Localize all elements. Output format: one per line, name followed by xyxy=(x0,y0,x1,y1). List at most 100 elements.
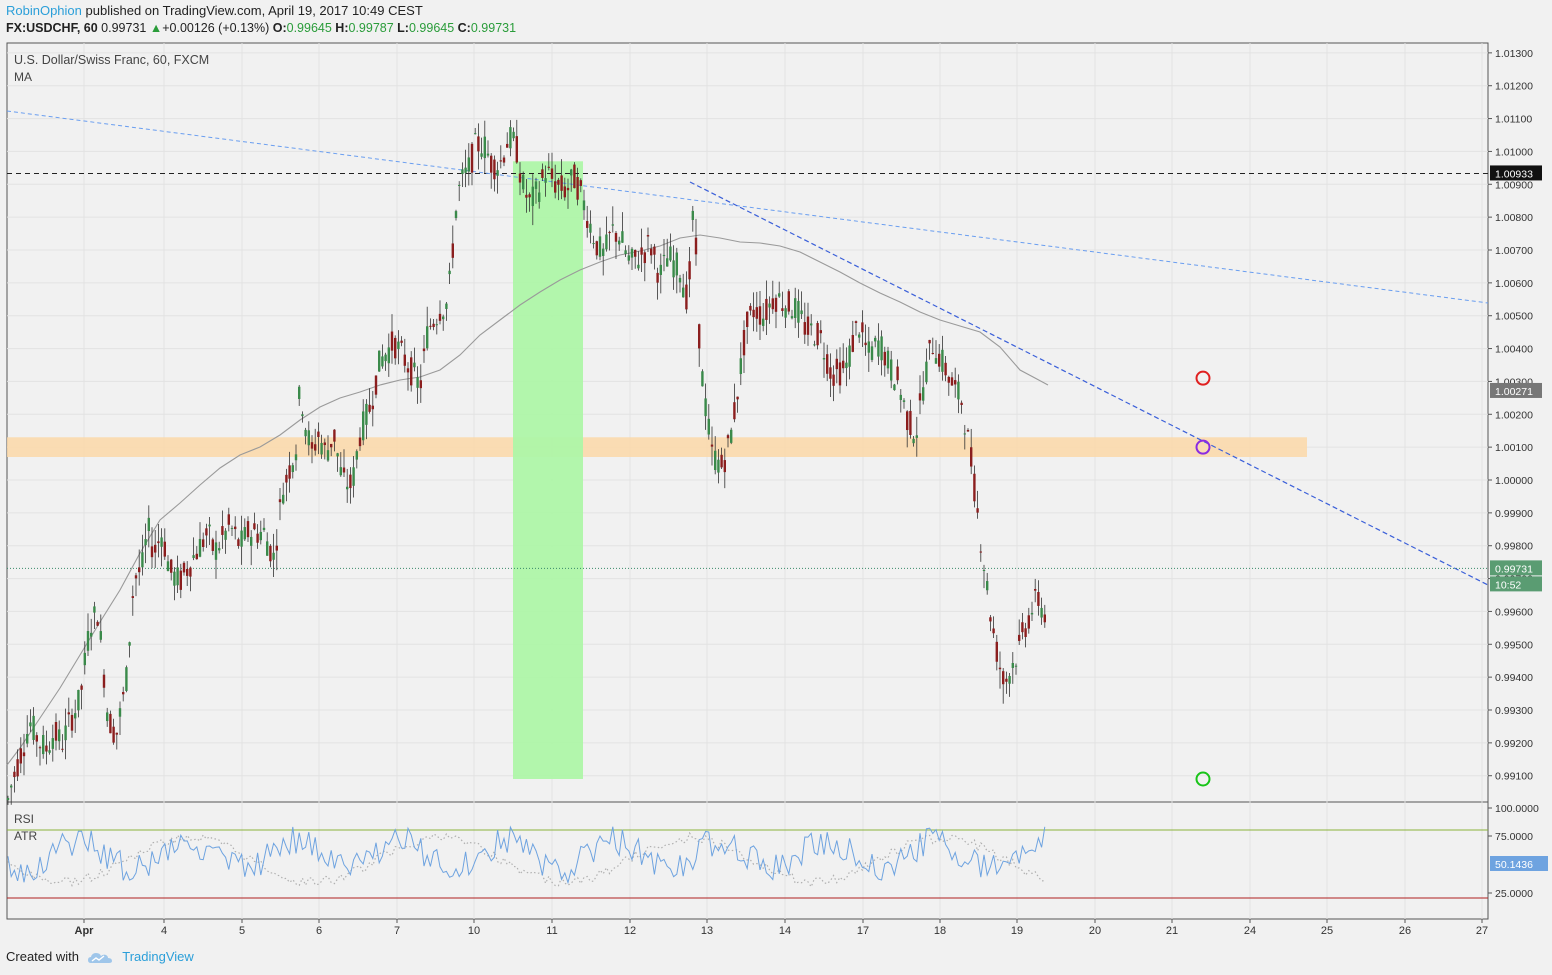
price-tick-label: 0.99400 xyxy=(1495,672,1533,684)
author-link[interactable]: RobinOphion xyxy=(6,3,82,18)
candle-down xyxy=(774,297,778,312)
candle-up xyxy=(880,336,883,361)
time-tick-label: 11 xyxy=(546,925,557,937)
candle-down xyxy=(554,181,557,193)
candle-up xyxy=(192,555,195,559)
candle-up xyxy=(531,186,534,207)
candle-up xyxy=(243,527,246,540)
candle-down xyxy=(646,235,650,237)
candle-up xyxy=(675,252,678,276)
candle-up xyxy=(982,570,986,572)
candle-up xyxy=(1011,663,1014,668)
candle-up xyxy=(378,350,381,372)
candle-up xyxy=(458,184,461,186)
candle-up xyxy=(986,581,989,591)
price-tick-label: 0.99300 xyxy=(1495,705,1533,717)
candle-down xyxy=(1024,628,1027,638)
time-tick-label: 13 xyxy=(701,925,713,937)
candle-down xyxy=(960,402,963,405)
price-tick-label: 1.00100 xyxy=(1495,442,1533,454)
candle-down xyxy=(371,405,374,410)
last-price-text: 0.99731 xyxy=(101,21,147,35)
candle-down xyxy=(269,545,272,562)
time-tick-label: 25 xyxy=(1321,925,1333,937)
candle-up xyxy=(611,224,614,226)
candle-down xyxy=(976,508,979,513)
candle-up xyxy=(621,231,624,243)
candle-up xyxy=(336,453,339,457)
candle-up xyxy=(64,725,67,741)
candle-down xyxy=(528,194,531,198)
candle-down xyxy=(992,628,995,634)
candle-down xyxy=(685,284,688,310)
candle-down xyxy=(838,362,842,386)
candle-down xyxy=(134,575,138,579)
candle-down xyxy=(19,748,22,764)
candle-down xyxy=(781,308,784,311)
candle-down xyxy=(733,402,736,420)
candle-up xyxy=(522,174,525,190)
candle-down xyxy=(1005,678,1008,682)
candle-down xyxy=(115,732,118,735)
candle-down xyxy=(406,368,410,373)
candle-down xyxy=(608,231,611,234)
candle-up xyxy=(867,341,870,353)
purple-target-circle xyxy=(1195,439,1211,455)
annotation-zones xyxy=(7,161,1307,780)
candle-down xyxy=(67,712,70,715)
candle-up xyxy=(230,527,234,529)
candle-down xyxy=(506,143,509,148)
candle-down xyxy=(477,136,480,152)
candle-up xyxy=(467,157,470,172)
time-tick-label: 18 xyxy=(934,925,946,937)
atr-polyline xyxy=(7,831,1045,889)
candle-down xyxy=(842,360,845,369)
rsi-label: RSI xyxy=(14,812,34,826)
candle-down xyxy=(557,179,560,185)
candle-down xyxy=(752,309,755,318)
candle-down xyxy=(438,313,442,321)
candle-down xyxy=(614,232,618,242)
candle-down xyxy=(205,528,208,536)
candle-down xyxy=(550,168,554,179)
pane-title: U.S. Dollar/Swiss Franc, 60, FXCM xyxy=(14,53,209,67)
candle-up xyxy=(10,785,13,788)
candle-down xyxy=(61,748,64,750)
price-axis[interactable]: 1.01300 1.01200 1.01100 1.01000 1.00900 1.008… xyxy=(1488,48,1548,900)
atr-label: ATR xyxy=(14,829,37,843)
candle-up xyxy=(874,337,877,342)
time-tick-label: Apr xyxy=(75,925,95,937)
candle-down xyxy=(918,393,922,401)
candle-down xyxy=(989,617,992,622)
candle-down xyxy=(634,249,637,257)
price-chart[interactable]: 1.01300 1.01200 1.01100 1.01000 1.00900 1.008… xyxy=(0,0,1552,945)
high-value: 0.99787 xyxy=(348,21,394,35)
ma-price-tag-bg xyxy=(1490,382,1542,398)
price-tick-label: 1.00700 xyxy=(1495,245,1533,257)
candle-up xyxy=(74,713,77,719)
candle-down xyxy=(541,169,544,178)
candle-up xyxy=(6,798,10,801)
green-box xyxy=(513,161,583,780)
candle-down xyxy=(576,176,579,200)
candle-down xyxy=(70,714,74,731)
candle-up xyxy=(442,316,445,320)
high-label: H: xyxy=(335,21,349,35)
candle-up xyxy=(790,316,794,319)
time-axis[interactable]: Apr 4 5 6 7 10 11 12 13 14 17 18 19 20 21 24 25 26 27 xyxy=(75,919,1489,937)
candle-down xyxy=(560,175,563,191)
candle-up xyxy=(624,250,627,255)
candle-up xyxy=(224,530,227,540)
candle-down xyxy=(432,323,435,328)
candle-up xyxy=(160,537,163,547)
candle-down xyxy=(1018,634,1021,641)
price-tick-label: 0.99200 xyxy=(1495,738,1533,750)
candle-up xyxy=(106,712,109,722)
candle-down xyxy=(109,713,112,734)
tradingview-link[interactable]: TradingView xyxy=(122,949,194,964)
candle-down xyxy=(710,444,714,447)
candle-up xyxy=(704,398,707,417)
candle-down xyxy=(163,541,166,557)
ma-label: MA xyxy=(14,70,32,84)
rsi-polyline xyxy=(7,825,1046,885)
